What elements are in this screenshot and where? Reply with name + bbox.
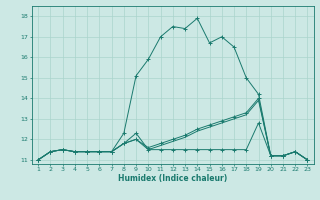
X-axis label: Humidex (Indice chaleur): Humidex (Indice chaleur) [118, 174, 228, 183]
